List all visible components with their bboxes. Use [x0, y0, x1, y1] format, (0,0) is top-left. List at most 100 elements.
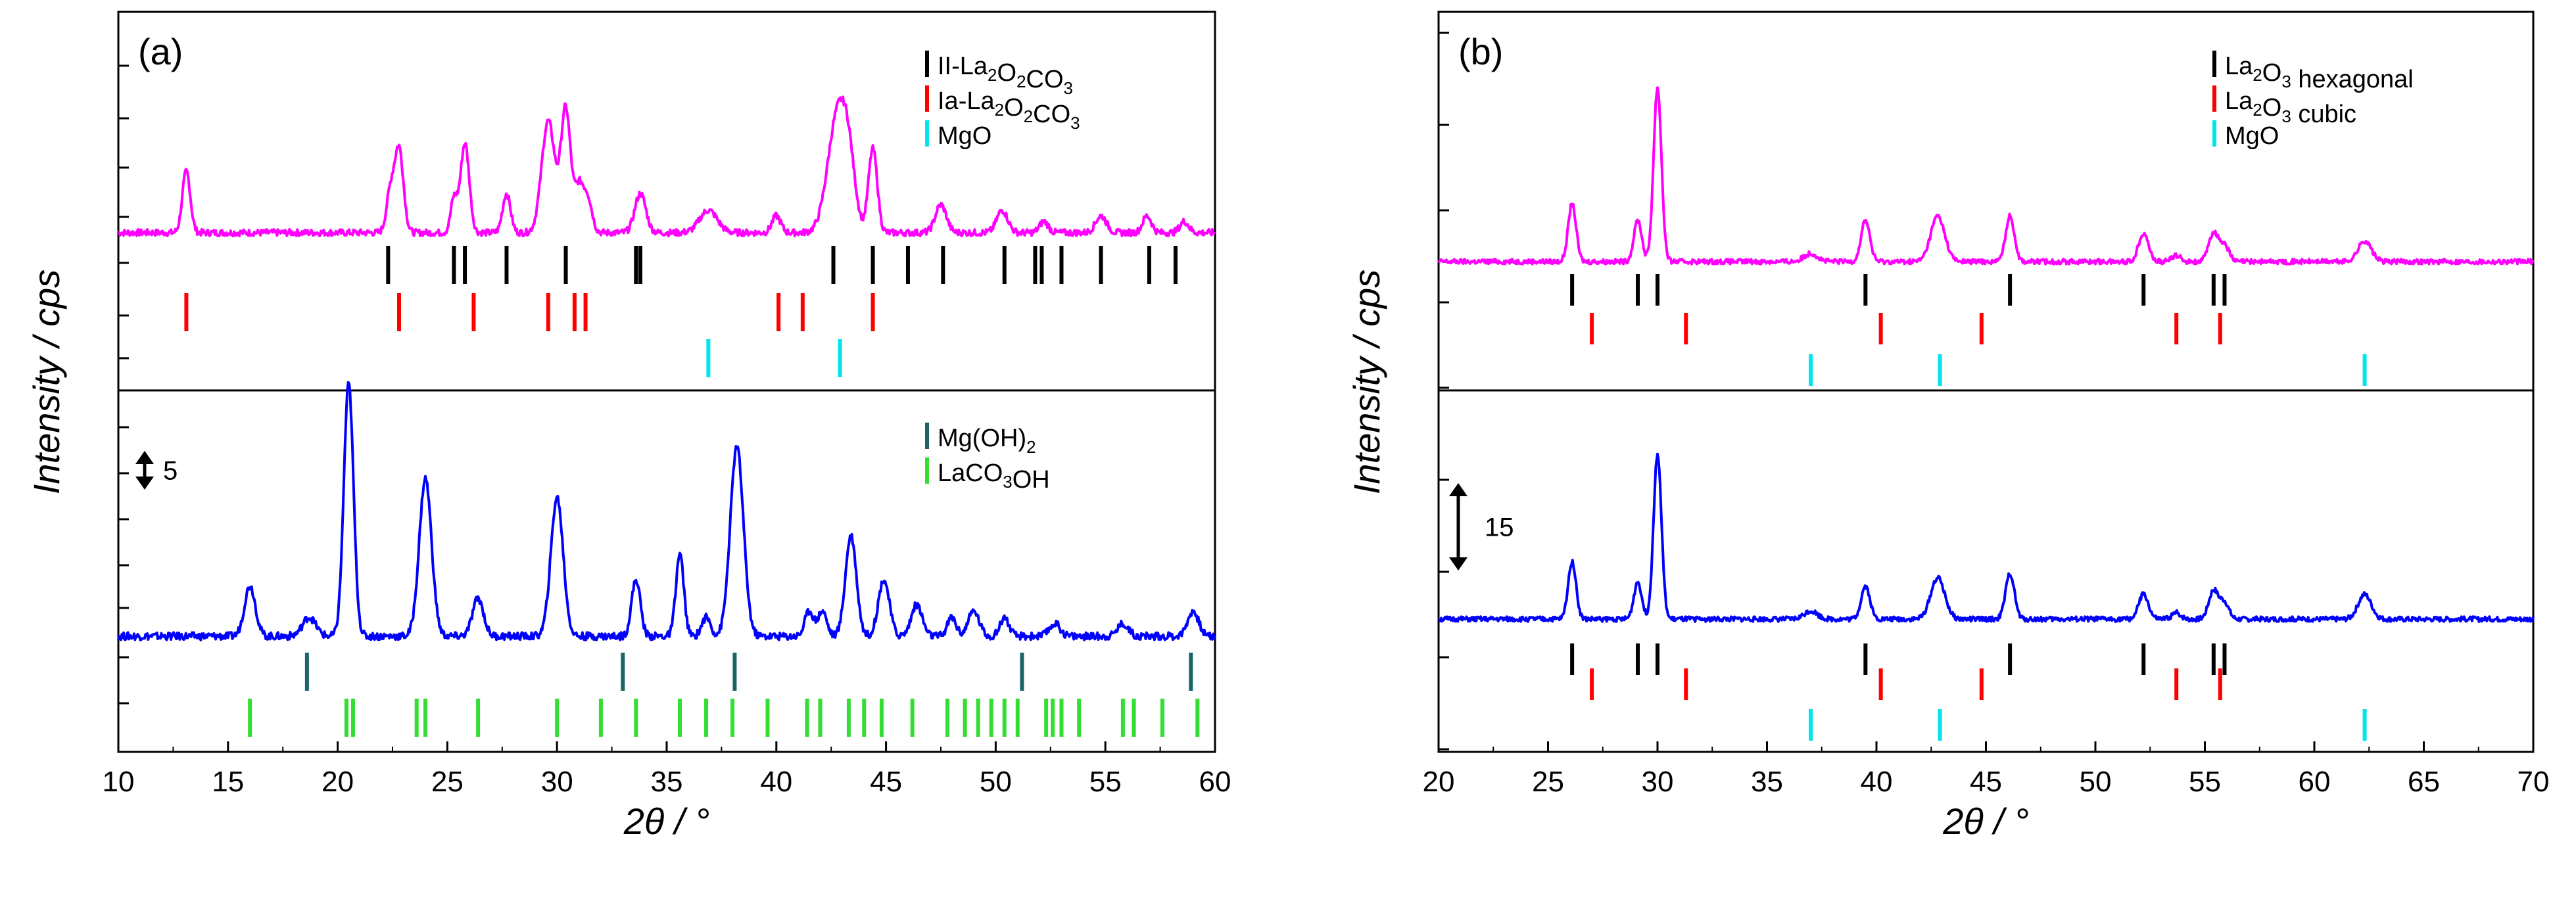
scale-bar-arrow-down [135, 477, 154, 490]
x-tick-label: 35 [651, 766, 683, 798]
x-tick-label: 40 [760, 766, 792, 798]
reference-row [1809, 709, 2367, 741]
x-tick-label: 50 [980, 766, 1012, 798]
legend-label-part: hexagonal [2291, 66, 2414, 93]
panel-b: 20 25 30 35 40 45 50 55 60 65 70 2θ / ° Intensity / … [1346, 11, 2550, 842]
reference-row [1590, 668, 2222, 700]
scale-bar-arrow-up [135, 451, 154, 464]
legend-label-part: LaCO [938, 459, 1003, 487]
legend-label-part: 2 [1016, 72, 1026, 91]
x-tick-label: 60 [1199, 766, 1231, 798]
legend-label: La2O3 cubic [2225, 87, 2356, 128]
scale-bar-arrow-up [1449, 483, 1467, 496]
x-tick-label: 55 [1089, 766, 1122, 798]
reference-row [386, 246, 1178, 284]
x-tick-label: 25 [1532, 766, 1564, 798]
x-axis-title: 2θ / ° [623, 801, 710, 842]
y-axis-title: Intensity / cps [1346, 269, 1387, 494]
legend-label-part: MgO [2225, 122, 2279, 150]
subplot-1 [117, 381, 1216, 737]
x-tick-label: 30 [1642, 766, 1674, 798]
x-tick-label: 10 [103, 766, 135, 798]
legend-label: II-La2O2CO3 [938, 53, 1073, 98]
legend-label-part: La [2225, 87, 2253, 115]
scale-bar-label: 15 [1485, 513, 1514, 542]
x-tick-label: 20 [322, 766, 354, 798]
legend-label-part: 2 [1024, 106, 1033, 126]
legend-label-part: cubic [2291, 101, 2356, 128]
legend-label-part: Mg(OH) [938, 425, 1026, 452]
legend-label-part: 3 [2281, 106, 2291, 126]
reference-row [1570, 643, 2227, 675]
legend-label: La2O3 hexagonal [2225, 53, 2414, 93]
x-tick-label: 55 [2189, 766, 2221, 798]
x-tick-label: 70 [2517, 766, 2550, 798]
x-tick-label: 35 [1751, 766, 1783, 798]
legend-label-part: MgO [938, 122, 991, 150]
legend-label-part: CO [1033, 101, 1070, 128]
legend-label-part: O [2262, 94, 2282, 122]
x-tick-label: 65 [2408, 766, 2440, 798]
scale-bar-label: 5 [163, 457, 178, 486]
subplot-0 [1437, 86, 2535, 386]
reference-row [248, 699, 1200, 737]
legend-label-part: 2 [2253, 65, 2262, 85]
panel-label: (a) [138, 31, 183, 72]
scale-bar-arrow-down [1449, 557, 1467, 570]
legend-label-part: II-La [938, 53, 988, 80]
legend-label-part: CO [1026, 66, 1064, 93]
x-tick-label: 45 [870, 766, 902, 798]
reference-row [1590, 313, 2222, 344]
scale-bar: 15 [1449, 483, 1514, 570]
x-tick-label: 20 [1423, 766, 1455, 798]
y-axis-title: Intensity / cps [26, 269, 67, 494]
reference-row [184, 293, 875, 331]
diffraction-curve [117, 381, 1216, 641]
legend-label-part: O [1004, 94, 1024, 122]
x-axis: 10 15 20 25 30 35 40 45 50 55 60 [103, 741, 1231, 798]
reference-row [1809, 354, 2367, 386]
x-axis-title: 2θ / ° [1942, 801, 2029, 842]
x-tick-label: 50 [2080, 766, 2112, 798]
x-tick-label: 60 [2299, 766, 2331, 798]
legend-label-part: 2 [2253, 100, 2262, 120]
legend-label: Mg(OH)2 [938, 425, 1036, 457]
x-axis: 20 25 30 35 40 45 50 55 60 65 70 [1423, 741, 2550, 798]
legend-label-part: 3 [1070, 113, 1080, 133]
legend-label: MgO [2225, 122, 2279, 150]
legend-label-part: 3 [1003, 472, 1012, 492]
x-tick-label: 15 [212, 766, 244, 798]
reference-row [304, 653, 1193, 691]
legend-label-part: 3 [2281, 72, 2291, 91]
subplot-0 [118, 95, 1216, 377]
reference-row [706, 339, 842, 377]
legend-label-part: OH [1013, 466, 1050, 494]
legend-label-part: 2 [988, 65, 997, 85]
panel-label: (b) [1458, 31, 1503, 72]
legend-label-part: 2 [995, 100, 1004, 120]
subplot-1 [1438, 452, 2535, 741]
legend-label-part: 3 [1064, 78, 1073, 98]
plot-frame [1437, 11, 2535, 753]
diffraction-curve [1437, 86, 2535, 266]
legend-label-part: 2 [1026, 437, 1036, 457]
diffraction-curve [1438, 452, 2535, 623]
reference-row [1570, 274, 2227, 306]
legend-label: LaCO3OH [938, 459, 1050, 494]
legend-label-part: O [997, 59, 1017, 87]
legend-label-part: Ia-La [938, 87, 995, 115]
scale-bar: 5 [135, 451, 178, 490]
x-tick-label: 40 [1861, 766, 1893, 798]
x-tick-label: 30 [541, 766, 573, 798]
diffraction-curve [118, 95, 1216, 238]
legend-label-part: O [2262, 59, 2282, 87]
x-tick-label: 45 [1970, 766, 2002, 798]
legend-label-part: La [2225, 53, 2253, 80]
legend-label: Ia-La2O2CO3 [938, 87, 1080, 133]
x-tick-label: 25 [431, 766, 464, 798]
